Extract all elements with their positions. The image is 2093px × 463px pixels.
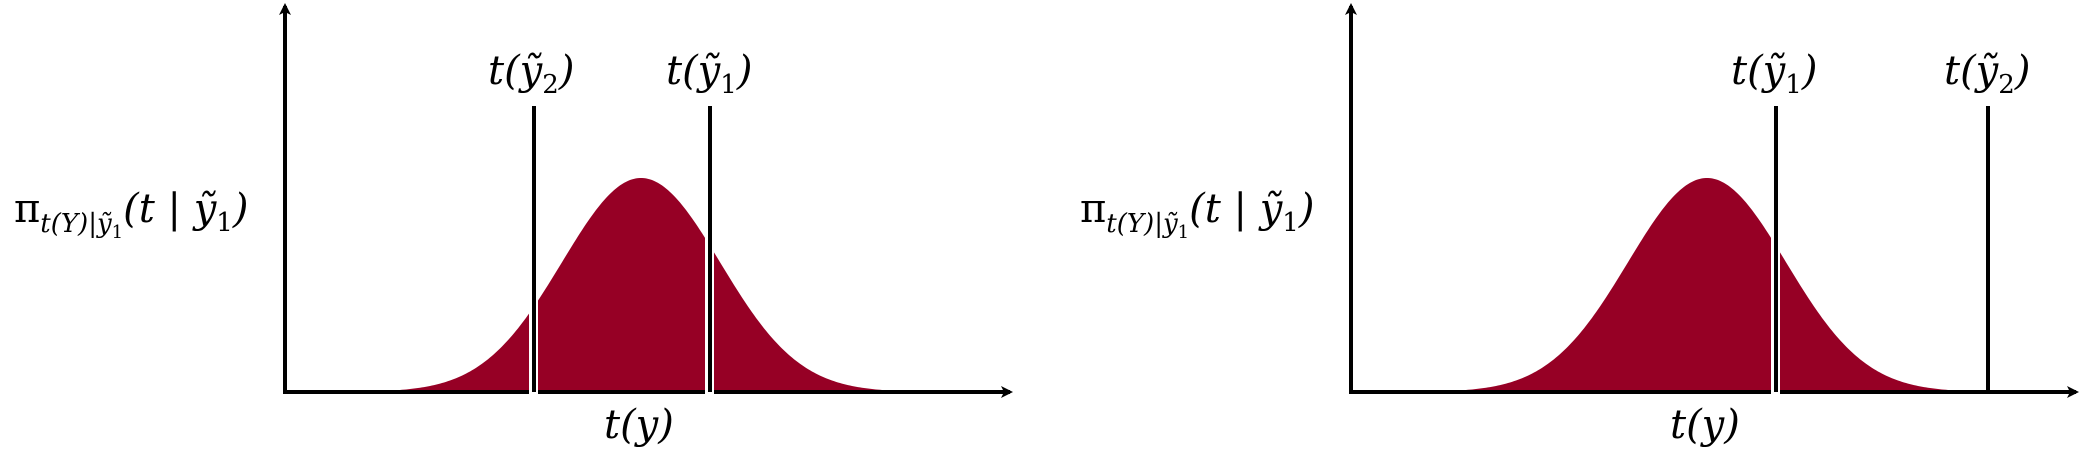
x-axis-label: t(y) <box>604 402 674 448</box>
marker-label-t-y2: t(ỹ2) <box>488 48 574 100</box>
left-panel: t(ỹ2) t(ỹ1) πt(Y)|ỹ1(t | ỹ1) t(y) <box>14 3 1013 448</box>
density-label: πt(Y)|ỹ1(t | ỹ1) <box>1080 186 1314 243</box>
marker-label-t-y2: t(ỹ2) <box>1944 48 2030 100</box>
right-panel: t(ỹ1) t(ỹ2) πt(Y)|ỹ1(t | ỹ1) t(y) <box>1080 3 2079 448</box>
marker-line-t-y2 <box>529 106 538 394</box>
marker-label-t-y1: t(ỹ1) <box>666 48 752 100</box>
marker-line-t-y1 <box>1771 106 1780 394</box>
density-label: πt(Y)|ỹ1(t | ỹ1) <box>14 186 248 243</box>
marker-line-t-y1 <box>705 106 714 394</box>
marker-label-t-y1: t(ỹ1) <box>1731 48 1817 100</box>
density-curve <box>300 178 1000 392</box>
density-curve <box>1366 178 2066 392</box>
x-axis-label: t(y) <box>1670 402 1740 448</box>
